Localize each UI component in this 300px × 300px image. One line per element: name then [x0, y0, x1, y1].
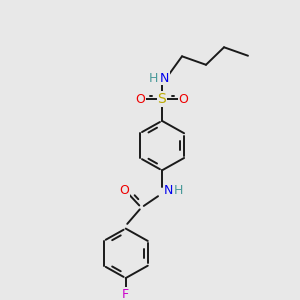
Text: N: N: [164, 184, 173, 197]
Text: H: H: [173, 184, 183, 197]
Text: N: N: [160, 71, 169, 85]
Text: O: O: [119, 184, 129, 196]
Text: S: S: [158, 92, 166, 106]
Text: O: O: [179, 92, 188, 106]
Text: F: F: [122, 288, 129, 300]
Text: H: H: [149, 71, 158, 85]
Text: O: O: [136, 92, 145, 106]
